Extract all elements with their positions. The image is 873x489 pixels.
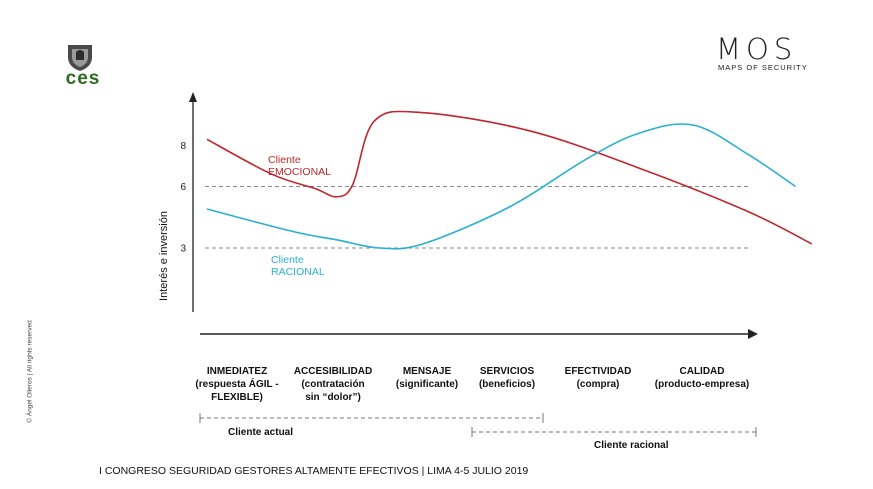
category-label-line: (respuesta ÁGIL - — [195, 379, 279, 390]
y-tick-label: 6 — [180, 182, 186, 193]
series-line — [206, 110, 813, 245]
ces-logo-text: ces — [65, 68, 101, 89]
category-label: INMEDIATEZ (respuesta ÁGIL - FLEXIBLE) — [187, 365, 287, 404]
category-label-line: FLEXIBLE) — [211, 392, 263, 403]
category-label-line: (beneficios) — [478, 379, 536, 390]
category-label-line: (compra) — [576, 379, 620, 390]
category-label-line: (producto-empresa) — [654, 379, 750, 390]
series-line — [206, 123, 797, 250]
footer-text: I CONGRESO SEGURIDAD GESTORES ALTAMENTE … — [99, 465, 529, 477]
category-label: CALIDAD (producto-empresa) — [647, 365, 757, 391]
category-label-line: CALIDAD — [679, 366, 725, 377]
series-label: RACIONAL — [271, 266, 325, 278]
category-label: MENSAJE (significante) — [387, 365, 467, 391]
category-label: SERVICIOS (beneficios) — [467, 365, 547, 391]
category-label-line: (significante) — [395, 379, 459, 390]
category-label-line: INMEDIATEZ — [206, 366, 268, 377]
segment-label: Cliente actual — [228, 427, 294, 438]
category-label-line: sin “dolor”) — [305, 392, 361, 403]
mos-logo-mark: MOS — [716, 32, 798, 66]
category-label-line: EFECTIVIDAD — [564, 366, 632, 377]
ces-logo: ces — [54, 42, 112, 90]
category-label: EFECTIVIDAD (compra) — [553, 365, 643, 391]
mos-logo-subtitle: MAPS OF SECURITY — [718, 63, 808, 72]
category-label-line: SERVICIOS — [479, 366, 535, 377]
segment-label: Cliente racional — [594, 440, 669, 451]
series-label: Cliente — [268, 154, 301, 166]
shield-icon — [68, 45, 92, 71]
y-tick-label: 8 — [180, 141, 186, 152]
y-axis-arrow — [189, 92, 197, 102]
category-label-line: ACCESIBILIDAD — [293, 366, 373, 377]
series-label: EMOCIONAL — [268, 166, 331, 178]
y-axis-label: Interés e inversión — [158, 211, 170, 301]
mos-logo: MOS MAPS OF SECURITY — [714, 32, 824, 76]
category-label: ACCESIBILIDAD (contratación sin “dolor”) — [283, 365, 383, 404]
category-label-line: (contratación — [301, 379, 365, 390]
category-label-line: MENSAJE — [402, 366, 452, 377]
x-axis-arrow — [748, 329, 758, 339]
y-tick-label: 3 — [180, 244, 186, 255]
series-label: Cliente — [271, 254, 304, 266]
